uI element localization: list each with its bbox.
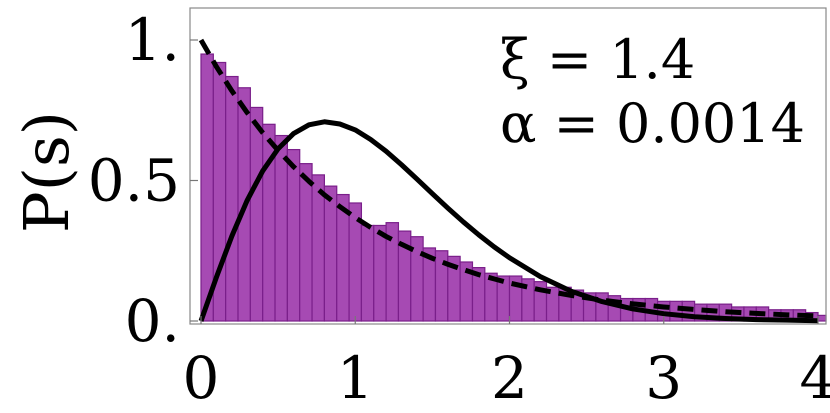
y-tick-label: 0.: [125, 287, 180, 355]
solid-curve: [198, 119, 819, 324]
y-tick-label: 0.5: [88, 147, 180, 215]
y-tick-label: 1.: [125, 6, 180, 74]
histogram-bar: [311, 174, 325, 322]
axis-ticks: [190, 39, 819, 324]
x-tick-label: 3: [645, 344, 682, 412]
tick-labels: 0 1 2 3 4 0. 0.5 1.: [88, 6, 830, 412]
annotation-xi: ξ = 1.4: [500, 28, 695, 91]
histogram-bar: [249, 106, 264, 322]
x-tick-label: 4: [800, 344, 830, 412]
histogram-bar: [360, 224, 375, 322]
plot-frame: [189, 7, 827, 325]
x-tick-label: 1: [337, 344, 374, 412]
histogram-bar: [286, 148, 301, 322]
curves: [198, 38, 819, 324]
histogram-bar: [274, 134, 288, 322]
histogram-bar: [299, 163, 313, 322]
histogram-bar: [200, 53, 214, 322]
histogram-bar: [373, 224, 387, 322]
x-tick-label: 2: [491, 344, 528, 412]
histogram-bar: [817, 314, 827, 322]
annotation-alpha: α = 0.0014: [500, 92, 805, 155]
histogram-bar: [323, 185, 338, 322]
y-axis-label: P(s): [10, 111, 83, 233]
histogram-bar: [669, 300, 683, 322]
histogram-bar: [225, 75, 239, 322]
x-tick-label: 0: [183, 344, 220, 412]
